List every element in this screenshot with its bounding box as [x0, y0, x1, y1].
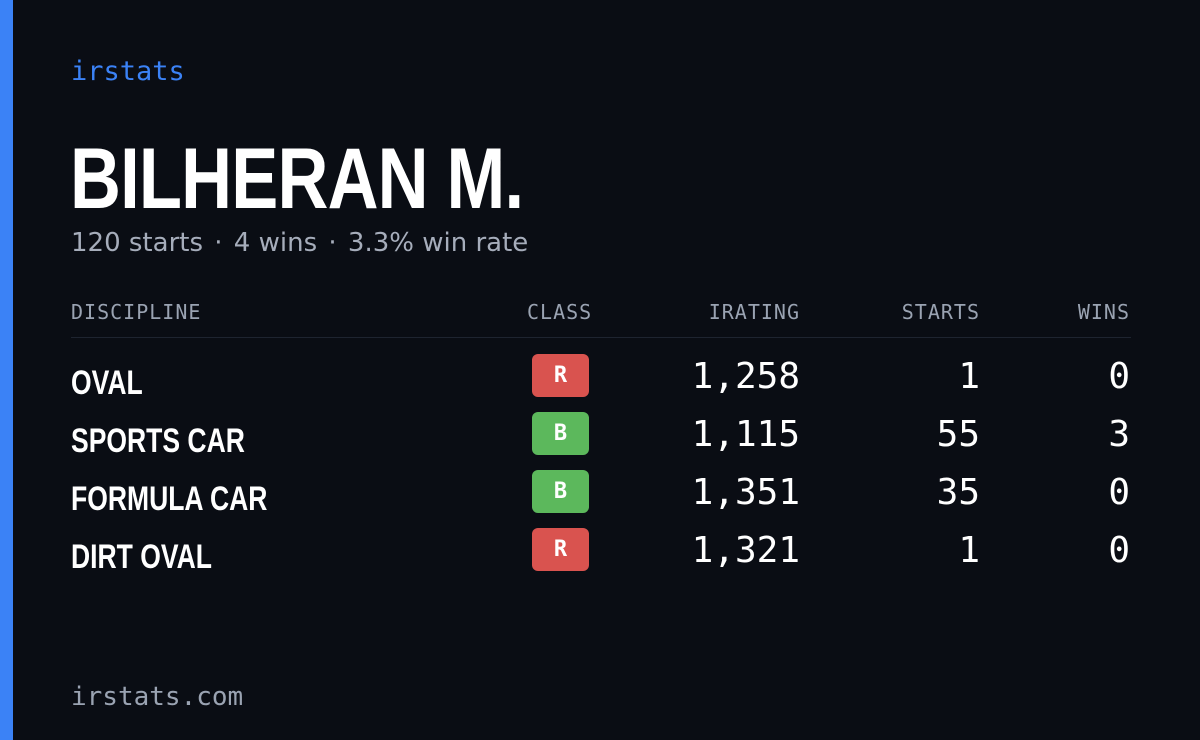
- discipline-name: SPORTS CAR: [71, 422, 245, 460]
- starts-value: 1: [958, 356, 980, 397]
- irating-value: 1,351: [691, 472, 800, 513]
- table-row: OVAL R 1,258 1 0: [0, 354, 1200, 412]
- win-rate: 3.3% win rate: [347, 228, 529, 258]
- header-discipline: DISCIPLINE: [71, 300, 202, 324]
- summary-separator: ·: [214, 228, 223, 258]
- class-badge: R: [532, 528, 589, 571]
- table-row: FORMULA CAR B 1,351 35 0: [0, 470, 1200, 528]
- table-divider: [71, 337, 1131, 338]
- class-badge: B: [532, 412, 589, 455]
- irating-value: 1,258: [691, 356, 800, 397]
- driver-summary: 120 starts · 4 wins · 3.3% win rate: [71, 228, 528, 258]
- class-badge: B: [532, 470, 589, 513]
- brand-logo: irstats: [71, 56, 185, 87]
- header-starts: STARTS: [901, 300, 980, 324]
- header-wins: WINS: [1077, 300, 1130, 324]
- class-badge: R: [532, 354, 589, 397]
- table-row: DIRT OVAL R 1,321 1 0: [0, 528, 1200, 586]
- table-row: SPORTS CAR B 1,115 55 3: [0, 412, 1200, 470]
- starts-value: 55: [936, 414, 980, 455]
- wins-count: 4 wins: [233, 228, 318, 258]
- discipline-name: FORMULA CAR: [71, 480, 268, 518]
- discipline-name: DIRT OVAL: [71, 538, 212, 576]
- header-class: CLASS: [527, 300, 593, 324]
- summary-separator: ·: [328, 228, 337, 258]
- wins-value: 0: [1108, 356, 1130, 397]
- wins-value: 3: [1108, 414, 1130, 455]
- discipline-name: OVAL: [71, 364, 143, 402]
- footer-url: irstats.com: [71, 682, 244, 712]
- accent-bar: [0, 0, 13, 740]
- irating-value: 1,115: [691, 414, 800, 455]
- header-irating: IRATING: [708, 300, 800, 324]
- driver-name: BILHERAN M.: [70, 131, 524, 227]
- starts-value: 35: [936, 472, 980, 513]
- starts-value: 1: [958, 530, 980, 571]
- wins-value: 0: [1108, 530, 1130, 571]
- irating-value: 1,321: [691, 530, 800, 571]
- wins-value: 0: [1108, 472, 1130, 513]
- starts-count: 120 starts: [71, 228, 203, 258]
